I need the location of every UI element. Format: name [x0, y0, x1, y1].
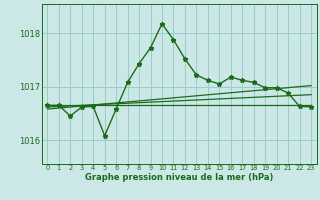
X-axis label: Graphe pression niveau de la mer (hPa): Graphe pression niveau de la mer (hPa) [85, 173, 273, 182]
